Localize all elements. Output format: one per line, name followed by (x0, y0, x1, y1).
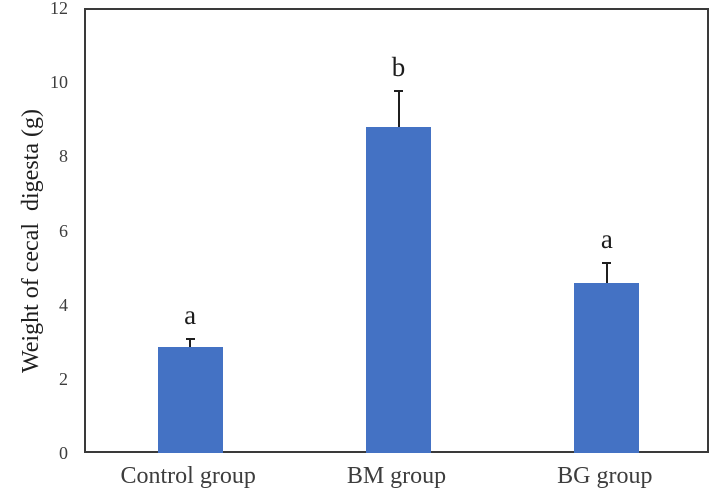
bar-bg-group (574, 282, 640, 453)
y-tick-label: 8 (59, 146, 68, 167)
y-tick-label: 2 (59, 368, 68, 389)
error-bar-line (605, 262, 608, 283)
bar-control-group (157, 347, 223, 453)
x-axis-label-control-group: Control group (120, 463, 256, 489)
x-axis-label-bg-group: BG group (557, 463, 653, 489)
significance-letter: b (391, 51, 406, 82)
error-bar-cap (394, 89, 403, 92)
error-bar-line (397, 89, 400, 127)
y-tick-label: 6 (59, 220, 68, 241)
y-tick-label: 4 (59, 294, 68, 315)
bar-bm-group (366, 126, 431, 453)
y-tick-label: 0 (59, 443, 68, 463)
error-bar-line (189, 338, 192, 348)
significance-letter: a (184, 300, 197, 331)
significance-letter: a (600, 224, 613, 255)
plot-area: a b a (84, 8, 709, 453)
x-axis-label-bm-group: BM group (346, 463, 447, 489)
error-bar-cap (602, 262, 612, 265)
error-bar-cap (185, 338, 195, 341)
y-tick-label: 12 (50, 0, 68, 18)
y-tick-label: 10 (50, 72, 68, 93)
